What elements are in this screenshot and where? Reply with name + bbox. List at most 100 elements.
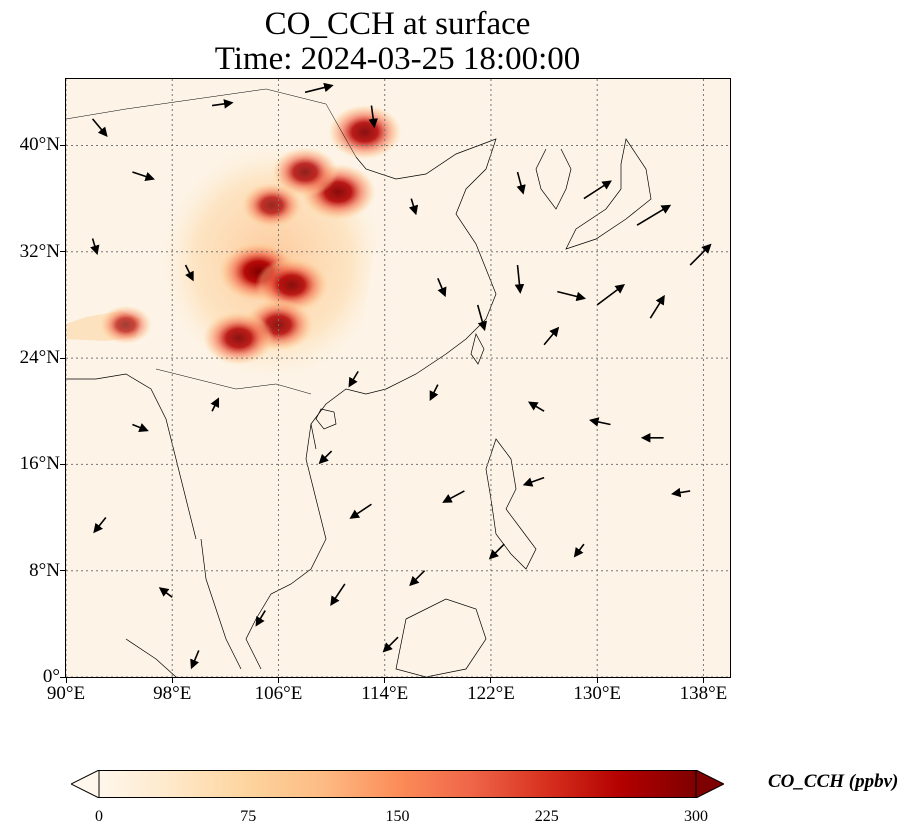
wind-vector-33 (382, 636, 399, 653)
wind-vector-14 (543, 326, 560, 346)
colorbar-tick-label: 300 (684, 808, 708, 825)
colorbar (71, 770, 724, 798)
taiwan-coastline (470, 333, 485, 365)
y-tick-mark (60, 357, 65, 359)
china-interior-border (66, 88, 357, 158)
x-tick-mark (384, 678, 386, 683)
colorbar-tick-label: 225 (534, 808, 559, 825)
borneo-coastline (395, 598, 487, 677)
y-tick-label: 24°N (19, 347, 60, 369)
map-subtitle-time: Time: 2024-03-25 18:00:00 (214, 41, 581, 77)
wind-vector-31 (488, 543, 505, 560)
wind-vector-30 (318, 450, 333, 465)
wind-vector-15 (429, 384, 439, 401)
wind-vector-8 (689, 243, 712, 266)
colorbar-tick-label: 0 (95, 808, 103, 825)
x-tick-mark (596, 678, 598, 683)
x-tick-label: 114°E (361, 683, 409, 704)
wind-vector-23 (409, 570, 426, 587)
x-tick-label: 122°E (467, 683, 515, 704)
colorbar-tick-label: 75 (240, 808, 257, 825)
thai-peninsula-coastline (200, 538, 242, 670)
co-hotspot-7 (202, 311, 275, 365)
colorbar-extend-max (695, 770, 724, 798)
wind-vector-21 (442, 490, 465, 503)
y-tick-mark (60, 463, 65, 465)
wind-vector-6 (583, 180, 612, 200)
wind-vector-25 (255, 610, 266, 627)
wind-vector-38 (437, 278, 447, 298)
wind-vector-37 (408, 198, 419, 216)
southwest-border (155, 368, 312, 395)
co-hotspot-1 (255, 257, 329, 313)
wind-vector-2 (211, 99, 234, 109)
x-tick-mark (65, 678, 67, 683)
wind-vector-1 (132, 171, 155, 182)
x-tick-label: 138°E (679, 683, 728, 704)
hainan-coastline (315, 408, 337, 430)
philippines-coastline (485, 438, 537, 570)
wind-vector-7 (636, 204, 672, 226)
colorbar-extend-min (71, 770, 100, 798)
china-coastline (310, 138, 497, 450)
y-tick-mark (60, 251, 65, 253)
wind-vector-27 (93, 517, 107, 534)
wind-vector-24 (330, 583, 346, 606)
map-title: CO_CCH at surface (264, 6, 531, 42)
korea-coastline (535, 148, 572, 210)
co-hotspot-8 (99, 305, 152, 345)
y-tick-label: 0° (42, 666, 60, 687)
x-tick-mark (277, 678, 279, 683)
bay-of-bengal-coastline (66, 373, 197, 540)
wind-vector-3 (304, 82, 334, 94)
wind-vector-13 (476, 304, 488, 332)
x-tick-label: 130°E (573, 683, 622, 704)
wind-vector-layer (90, 82, 712, 670)
y-tick-mark (60, 570, 65, 572)
coastlines (66, 88, 652, 677)
wind-vector-28 (132, 423, 149, 432)
wind-vector-16 (527, 401, 545, 412)
y-tick-label: 8°N (29, 559, 60, 581)
co-hotspot-6 (241, 182, 303, 228)
map-canvas (66, 79, 730, 677)
wind-vector-22 (349, 503, 372, 519)
x-tick-label: 106°E (254, 683, 303, 704)
co-hotspot-5 (271, 147, 339, 197)
colorbar-title: CO_CCH (ppbv) (768, 771, 899, 792)
wind-vector-26 (158, 587, 173, 598)
wind-vector-32 (573, 543, 585, 558)
indochina-coastline (245, 423, 327, 670)
wind-vector-10 (557, 290, 587, 302)
map-gridlines (66, 79, 730, 677)
wind-vector-0 (91, 118, 108, 137)
map-area[interactable] (65, 78, 731, 678)
wind-vector-36 (184, 264, 194, 282)
co-plume-layer (66, 104, 402, 379)
x-tick-mark (171, 678, 173, 683)
wind-vector-35 (90, 238, 100, 256)
co-hotspot-3 (328, 104, 402, 160)
wind-vector-19 (671, 487, 691, 498)
y-tick-mark (60, 676, 65, 678)
wind-vector-9 (514, 264, 525, 294)
x-tick-label: 98°E (153, 683, 192, 704)
colorbar-tick-label: 150 (385, 808, 410, 825)
japan-coastline (565, 138, 652, 250)
y-tick-label: 16°N (19, 453, 60, 475)
wind-vector-4 (368, 105, 378, 129)
wind-vector-34 (190, 650, 200, 670)
y-tick-mark (60, 144, 65, 146)
wind-vector-39 (348, 370, 359, 388)
colorbar-body (98, 770, 697, 798)
x-tick-label: 90°E (46, 683, 86, 704)
y-tick-label: 40°N (19, 134, 60, 156)
y-tick-label: 32°N (19, 240, 60, 262)
wind-vector-5 (516, 171, 526, 195)
x-tick-mark (702, 678, 704, 683)
wind-vector-11 (596, 284, 626, 306)
wind-vector-17 (588, 417, 611, 427)
sumatra-coastline (125, 638, 177, 677)
wind-vector-20 (522, 476, 545, 487)
wind-vector-12 (649, 294, 665, 319)
